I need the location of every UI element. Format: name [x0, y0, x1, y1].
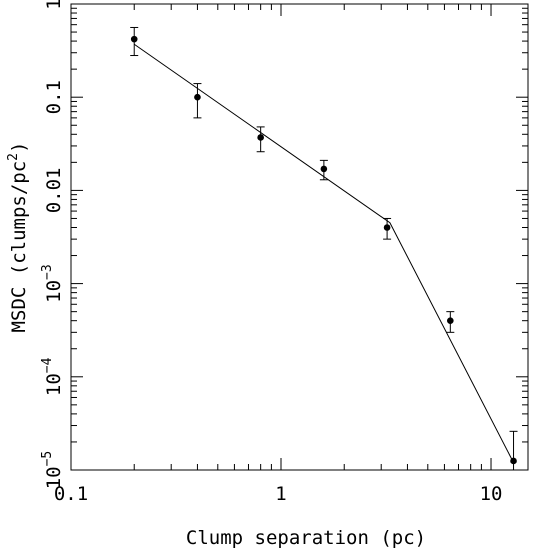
y-tick-label: 1 — [43, 0, 65, 10]
y-tick-label-exponent: −4 — [40, 357, 55, 373]
y-tick-label: 10−3 — [40, 264, 65, 303]
y-axis-label-suffix: ) — [8, 142, 30, 153]
data-point — [510, 457, 517, 465]
x-tick-label: 0.1 — [54, 483, 88, 505]
data-point — [447, 317, 454, 324]
data-point — [257, 134, 264, 141]
x-tick-label: 1 — [275, 483, 286, 505]
y-tick-label: 10−5 — [40, 451, 65, 490]
y-tick-label-base: 10 — [43, 466, 65, 489]
y-tick-label-base: 1 — [43, 0, 65, 10]
y-axis-label-superscript: 2 — [6, 153, 21, 161]
y-tick-label: 0.01 — [43, 168, 65, 214]
data-points-group — [130, 26, 518, 471]
y-axis-label-prefix: MSDC (clumps/pc — [8, 161, 30, 333]
x-tick-label: 10 — [480, 483, 503, 505]
data-point — [130, 35, 138, 43]
data-point — [383, 224, 391, 231]
y-tick-label-base: 0.01 — [43, 168, 65, 214]
y-tick-label-exponent: −3 — [40, 264, 55, 280]
y-tick-label-base: 10 — [43, 373, 65, 396]
fit-line-group — [133, 43, 514, 463]
y-tick-label-base: 0.1 — [43, 80, 65, 114]
plot-frame — [70, 3, 529, 471]
x-tick-labels: 0.1 1 10 — [54, 483, 503, 505]
y-tick-label: 10−4 — [40, 357, 65, 396]
y-tick-label-base: 10 — [43, 280, 65, 303]
fit-line — [133, 43, 514, 463]
data-point — [320, 165, 328, 173]
y-axis-label: MSDC (clumps/pc2) — [6, 142, 30, 333]
data-point — [194, 93, 201, 101]
tick-marks — [70, 3, 528, 471]
x-axis-label: Clump separation (pc) — [186, 527, 426, 549]
y-tick-label: 0.1 — [43, 80, 65, 114]
y-tick-label-exponent: −5 — [40, 451, 55, 467]
